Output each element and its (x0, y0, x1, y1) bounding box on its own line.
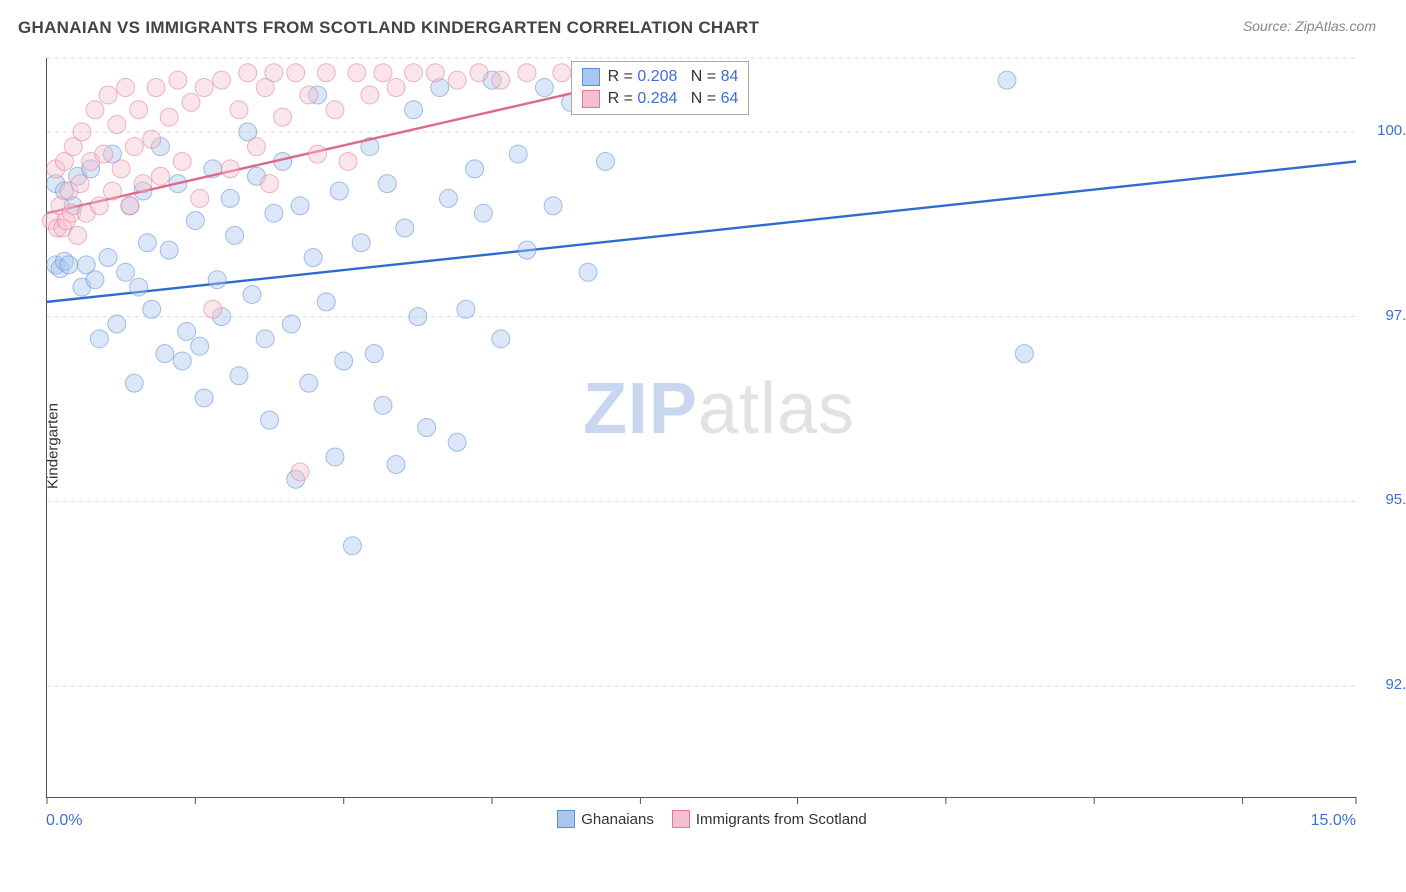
y-tick-label: 97.5% (1385, 307, 1406, 324)
correlation-row: R = 0.208 N = 84 (582, 66, 739, 88)
correlation-legend: R = 0.208 N = 84 R = 0.284 N = 64 (571, 61, 750, 115)
chart-area: ZIPatlas R = 0.208 N = 84R = 0.284 N = 6… (46, 58, 1356, 798)
correlation-text: R = 0.208 N = 84 (608, 68, 739, 86)
legend-label: Ghanaians (581, 811, 654, 828)
chart-source: Source: ZipAtlas.com (1243, 18, 1376, 34)
correlation-text: R = 0.284 N = 64 (608, 90, 739, 108)
y-tick-label: 95.0% (1385, 491, 1406, 508)
series-legend: Ghanaians Immigrants from Scotland (0, 810, 1406, 828)
legend-swatch (557, 810, 575, 828)
legend-swatch (582, 90, 600, 108)
legend-swatch (582, 68, 600, 86)
correlation-row: R = 0.284 N = 64 (582, 88, 739, 110)
legend-label: Immigrants from Scotland (696, 811, 867, 828)
chart-svg (47, 58, 1356, 797)
y-tick-label: 100.0% (1377, 122, 1406, 139)
y-tick-label: 92.5% (1385, 676, 1406, 693)
legend-swatch (672, 810, 690, 828)
chart-title: GHANAIAN VS IMMIGRANTS FROM SCOTLAND KIN… (18, 18, 759, 38)
